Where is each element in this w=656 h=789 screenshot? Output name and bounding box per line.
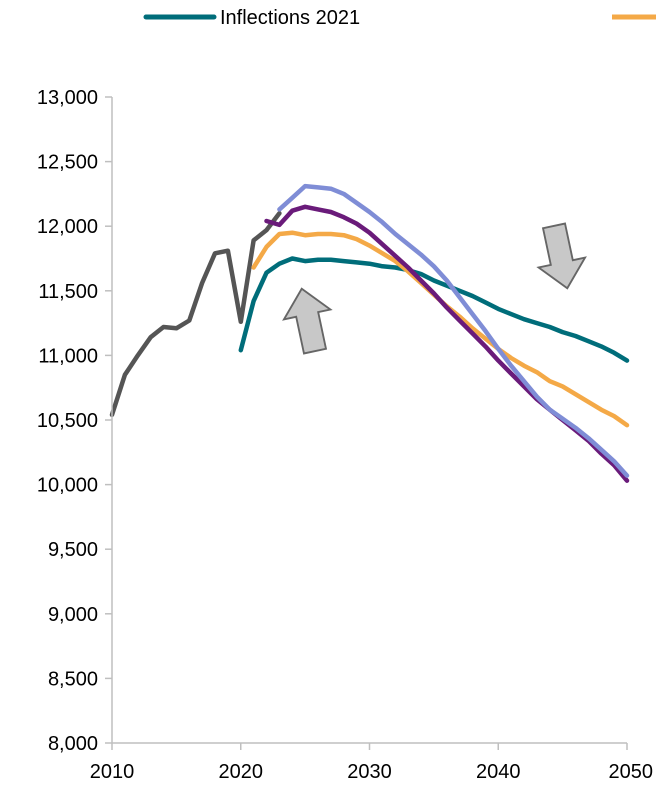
series-line-5 [277,183,630,478]
y-tick-label: 8,000 [48,733,98,755]
y-tick-label: 11,000 [38,345,98,367]
axis-layer: 8,000 8,500 9,000 9,500 10,000 10,500 11,000 11… [37,87,653,783]
y-tick-label: 12,000 [37,216,98,238]
y-tick-label: 9,000 [48,604,98,626]
y-tick-label: 8,500 [48,668,98,690]
x-tick-label: 2010 [90,761,135,783]
annotation-layer [282,222,587,355]
x-tick-label: 2030 [347,761,392,783]
x-tick-label: 2020 [219,761,264,783]
y-tick-label: 13,000 [37,87,98,109]
arrow-up-icon [282,287,333,355]
y-tick-label: 10,500 [37,410,98,432]
series-layer [109,183,630,483]
x-tick-label: 2050 [609,761,654,783]
y-tick-label: 11,500 [38,281,98,303]
y-tick-label: 12,500 [37,152,98,174]
series-line-1 [109,211,282,418]
y-tick-label: 10,000 [37,475,98,497]
arrow-down-icon [536,222,587,290]
series-line-2 [238,256,630,363]
x-tick-label: 2040 [476,761,521,783]
legend-label-1: Inflections 2021 [220,7,360,29]
legend: Inflections 2021 [143,7,656,29]
y-tick-label: 9,500 [48,539,98,561]
